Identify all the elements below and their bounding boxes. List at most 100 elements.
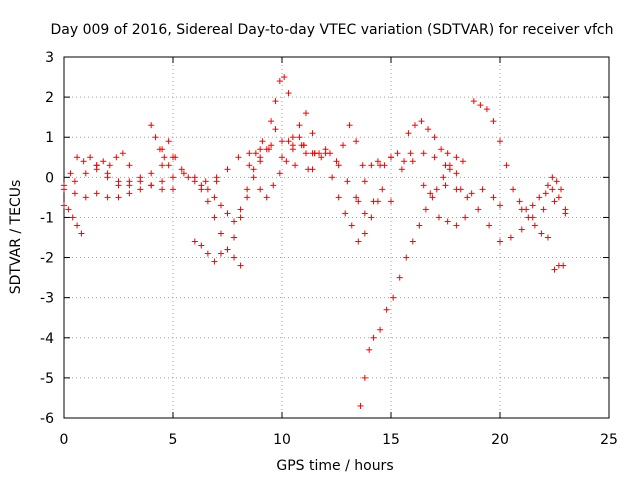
data-point (78, 230, 85, 237)
data-point (411, 122, 418, 129)
data-point (244, 194, 251, 201)
data-point (422, 206, 429, 213)
data-point (542, 190, 549, 197)
data-point (497, 238, 503, 245)
y-tick-label: 3 (45, 50, 54, 66)
data-point (479, 186, 486, 193)
data-point (394, 150, 401, 157)
series-arc22 (420, 154, 466, 197)
grid (64, 57, 609, 418)
data-point (518, 226, 525, 233)
data-point (405, 130, 412, 137)
data-point (483, 106, 490, 113)
x-tick-label: 10 (273, 432, 291, 448)
x-tick-label: 25 (600, 432, 618, 448)
data-point (361, 230, 368, 237)
data-point (191, 238, 198, 245)
data-point (159, 146, 166, 153)
data-point (442, 182, 449, 189)
data-point (61, 202, 67, 209)
data-point (318, 154, 325, 161)
data-point (403, 254, 410, 261)
data-point (279, 154, 285, 161)
data-point (342, 210, 349, 217)
x-tick-label: 0 (60, 432, 69, 448)
data-point (246, 150, 253, 157)
y-tick-label: -4 (40, 331, 54, 347)
series-arc14 (289, 110, 323, 157)
data-point (198, 242, 205, 249)
data-point (531, 222, 538, 229)
data-point (180, 170, 187, 177)
data-point (549, 174, 556, 181)
data-point (309, 150, 316, 157)
y-tick-label: -3 (40, 291, 54, 307)
data-point (115, 178, 122, 185)
data-point (296, 134, 303, 141)
data-point (558, 186, 565, 193)
data-point (161, 154, 168, 161)
data-point (453, 222, 460, 229)
data-point (268, 142, 275, 149)
data-point (368, 214, 375, 221)
chart-title: Day 009 of 2016, Sidereal Day-to-day VTE… (50, 22, 613, 38)
data-point (159, 178, 166, 185)
data-point (497, 202, 503, 209)
series-arc12 (257, 134, 316, 201)
data-point (272, 98, 279, 105)
data-point (178, 166, 185, 173)
data-point (148, 122, 155, 129)
data-point (165, 138, 172, 145)
series-arc9 (198, 146, 270, 253)
data-point (427, 190, 434, 197)
data-point (431, 154, 438, 161)
data-point (270, 182, 277, 189)
y-tick-label: -2 (40, 251, 54, 267)
data-point (453, 170, 460, 177)
data-point (217, 230, 224, 237)
data-point (231, 234, 238, 241)
data-point (335, 162, 342, 169)
data-point (309, 130, 316, 137)
data-point (152, 134, 159, 141)
data-point (353, 194, 360, 201)
data-point (388, 198, 394, 205)
data-point (429, 194, 436, 201)
data-point (159, 186, 166, 193)
data-point (433, 186, 440, 193)
data-point (435, 214, 442, 221)
data-point (204, 186, 211, 193)
data-point (71, 178, 78, 185)
series-arc17 (333, 122, 366, 169)
data-point (244, 186, 251, 193)
data-point (252, 150, 259, 157)
data-point (398, 166, 405, 173)
data-markers (61, 74, 569, 409)
data-point (516, 198, 523, 205)
series-arc2 (61, 202, 85, 237)
data-point (74, 222, 81, 229)
data-point (259, 138, 266, 145)
data-point (418, 118, 425, 125)
data-point (69, 214, 76, 221)
data-point (257, 186, 264, 193)
data-point (285, 138, 292, 145)
data-point (276, 78, 283, 85)
data-point (540, 206, 547, 213)
data-point (100, 158, 107, 165)
data-point (549, 186, 556, 193)
series-arc18 (355, 150, 414, 205)
series-arc4 (71, 166, 220, 189)
data-point (250, 174, 257, 181)
data-point (446, 166, 453, 173)
series-arc24 (435, 214, 469, 229)
data-point (366, 346, 373, 353)
data-point (536, 194, 543, 201)
y-tick-label: -1 (40, 210, 54, 226)
series-arc6 (148, 122, 172, 169)
data-point (170, 186, 176, 193)
data-point (202, 178, 209, 185)
data-point (257, 158, 264, 165)
data-point (355, 198, 362, 205)
data-point (279, 138, 285, 145)
